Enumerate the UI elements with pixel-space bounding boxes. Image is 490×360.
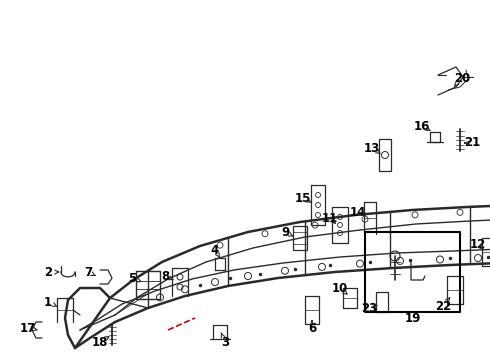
- Text: 15: 15: [295, 192, 311, 204]
- Text: 16: 16: [414, 120, 430, 132]
- Text: 5: 5: [128, 271, 136, 284]
- Text: 20: 20: [454, 72, 470, 85]
- Text: 14: 14: [350, 206, 366, 219]
- Text: 3: 3: [221, 336, 229, 348]
- Text: 11: 11: [322, 211, 338, 225]
- Text: 6: 6: [308, 321, 316, 334]
- Text: 10: 10: [332, 282, 348, 294]
- Text: 8: 8: [161, 270, 169, 283]
- Text: 19: 19: [405, 311, 421, 324]
- Text: 22: 22: [435, 300, 451, 312]
- Text: 9: 9: [281, 225, 289, 238]
- Text: 2: 2: [44, 266, 52, 279]
- Text: 7: 7: [84, 266, 92, 279]
- Text: 23: 23: [361, 302, 377, 315]
- Text: 13: 13: [364, 141, 380, 154]
- Text: 12: 12: [470, 238, 486, 251]
- Text: 1: 1: [44, 296, 52, 309]
- Text: 21: 21: [464, 136, 480, 149]
- Text: 18: 18: [92, 336, 108, 348]
- Text: 4: 4: [211, 243, 219, 256]
- Text: 17: 17: [20, 321, 36, 334]
